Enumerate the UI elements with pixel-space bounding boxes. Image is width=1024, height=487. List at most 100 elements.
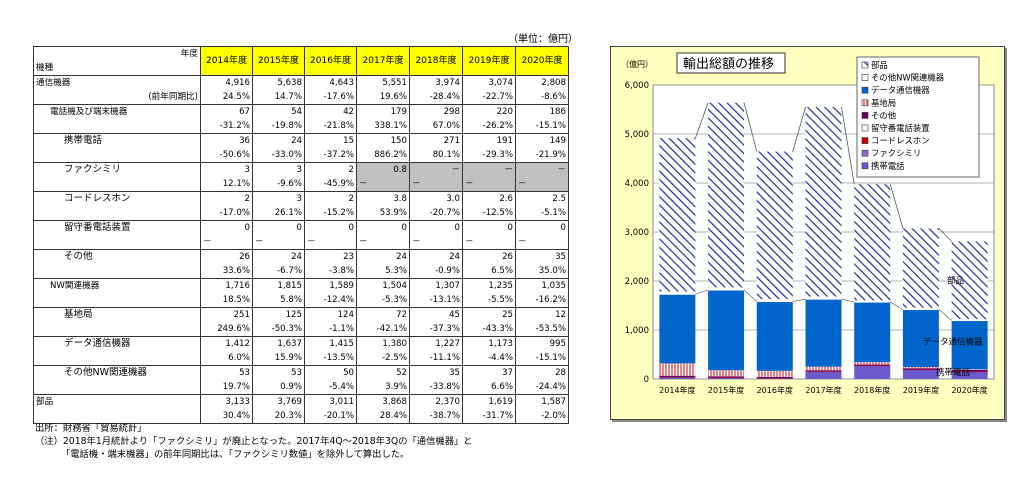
value-cell: 53 (200, 365, 253, 380)
yoy-cell: 19.6% (356, 90, 410, 105)
yoy-cell: 35.0% (515, 264, 569, 279)
bar-segment (756, 370, 793, 377)
value-cell: 5,638 (252, 75, 305, 90)
value-cell: 1,235 (462, 278, 516, 293)
table-row: 電話機及び端末機器 67 54 42 179 298 220 186 (33, 104, 569, 119)
legend-label: 基地局 (871, 98, 896, 108)
bar-segment (659, 363, 696, 376)
value-cell: 3,133 (200, 394, 253, 409)
bar-segment (659, 138, 696, 292)
yoy-cell: 249.6% (200, 322, 253, 337)
bar-segment (756, 301, 793, 371)
y-axis-label: （億円） (621, 59, 653, 69)
legend-label: ファクシミリ (871, 148, 921, 158)
yoy-cell: -33.8% (409, 380, 463, 395)
yoy-cell: -31.2% (200, 119, 253, 134)
legend-swatch (861, 61, 869, 69)
bar-segment (902, 307, 940, 311)
row-label: ファクシミリ (33, 162, 201, 177)
table-row-yoy: 19.7% 0.9% -5.4% 3.9% -33.8% 6.6% -24.4% (33, 380, 569, 395)
year-header: 2018年度 (409, 46, 463, 76)
value-cell: 1,035 (515, 278, 569, 293)
bar-segment (902, 368, 939, 370)
yoy-cell: 14.7% (252, 90, 305, 105)
value-cell: 24 (356, 249, 410, 264)
table-row: 通信機器 4,916 5,638 4,643 5,551 3,974 3,074 2,808 (33, 75, 569, 90)
yoy-cell: -26.2% (462, 119, 516, 134)
value-cell: 251 (200, 307, 253, 322)
value-cell: 2 (304, 191, 357, 206)
yoy-cell: -13.5% (304, 351, 357, 366)
value-cell: 24 (252, 133, 305, 148)
value-cell: 179 (356, 104, 410, 119)
year-header: 2015年度 (252, 46, 305, 76)
yoy-cell: -20.7% (409, 206, 463, 221)
value-cell: － (409, 162, 463, 177)
bar-segment (659, 376, 696, 378)
yoy-cell: － (515, 177, 569, 192)
yoy-cell: -43.3% (462, 322, 516, 337)
bar-segment (756, 378, 793, 379)
connector-line (938, 309, 952, 321)
table-row: その他 26 24 23 24 24 26 35 (33, 249, 569, 264)
value-cell: 150 (356, 133, 410, 148)
value-cell: 1,173 (462, 336, 516, 351)
bar-segment (708, 290, 745, 371)
yoy-cell: 12.1% (200, 177, 253, 192)
yoy-cell: 18.5% (200, 293, 253, 308)
value-cell: 3.8 (356, 191, 410, 206)
legend-label: その他 (871, 110, 897, 120)
connector-line (792, 298, 806, 302)
legend-label: その他NW関連機器 (871, 73, 945, 83)
chart: 0 1,000 2,000 3,000 4,000 5,000 6,000 （億円） 輸出総額の… (621, 52, 995, 395)
bar-segment (756, 376, 793, 379)
yoy-cell: 6.6% (462, 380, 516, 395)
bar-segment (805, 366, 842, 371)
value-cell: 45 (409, 307, 463, 322)
year-header: 2019年度 (462, 46, 516, 76)
note-line-2: 「電話機・端末機器」の前年同期比は、「ファクシミリ数値」を除外して算出した。 (61, 449, 410, 460)
bar-segment (708, 370, 745, 377)
value-cell: 3,011 (304, 394, 357, 409)
table-row: 部品 3,133 3,769 3,011 3,868 2,370 1,619 1,587 (33, 394, 569, 409)
row-label: 部品 (33, 394, 201, 409)
yoy-cell: -12.5% (462, 206, 516, 221)
yoy-cell: -17.6% (304, 90, 357, 105)
yoy-cell: -15.1% (515, 351, 569, 366)
value-cell: 1,589 (304, 278, 357, 293)
value-cell: 26 (200, 249, 253, 264)
bar-segment (854, 365, 891, 379)
legend-swatch (861, 137, 869, 144)
bar-segment (659, 377, 696, 379)
yoy-cell: -0.9% (409, 264, 463, 279)
legend-swatch (861, 149, 869, 157)
table-row-yoy: 249.6% -50.3% -1.1% -42.1% -37.3% -43.3% -53.5… (33, 322, 569, 337)
yoy-cell: － (356, 235, 410, 250)
row-label: 電話機及び端末機器 (33, 104, 201, 119)
bar-segment (902, 369, 939, 371)
yoy-label (33, 264, 201, 279)
yoy-cell: -19.8% (252, 119, 305, 134)
value-cell: 124 (304, 307, 357, 322)
bar-segment (951, 371, 988, 379)
value-cell: 0 (409, 220, 463, 235)
yoy-cell: -21.9% (515, 148, 569, 163)
value-cell: 1,307 (409, 278, 463, 293)
value-cell: 52 (356, 365, 410, 380)
value-cell: 0 (356, 220, 410, 235)
value-cell: 3 (252, 191, 305, 206)
yoy-cell: -12.4% (304, 293, 357, 308)
bar-segment (854, 184, 891, 301)
bar-segment (658, 291, 696, 295)
yoy-cell: -29.3% (462, 148, 516, 163)
bar-segment (951, 241, 988, 320)
legend-label: データ通信機器 (871, 85, 930, 95)
yoy-cell: 3.9% (356, 380, 410, 395)
table-row: NW関連機器 1,716 1,815 1,589 1,504 1,307 1,235 1,03… (33, 278, 569, 293)
annotation-label: データ通信機器 (923, 337, 983, 348)
annotation-label: 部品 (947, 275, 964, 286)
value-cell: 298 (409, 104, 463, 119)
yoy-cell: － (200, 235, 253, 250)
yoy-cell: -15.1% (515, 119, 569, 134)
bar-segment (708, 102, 745, 288)
